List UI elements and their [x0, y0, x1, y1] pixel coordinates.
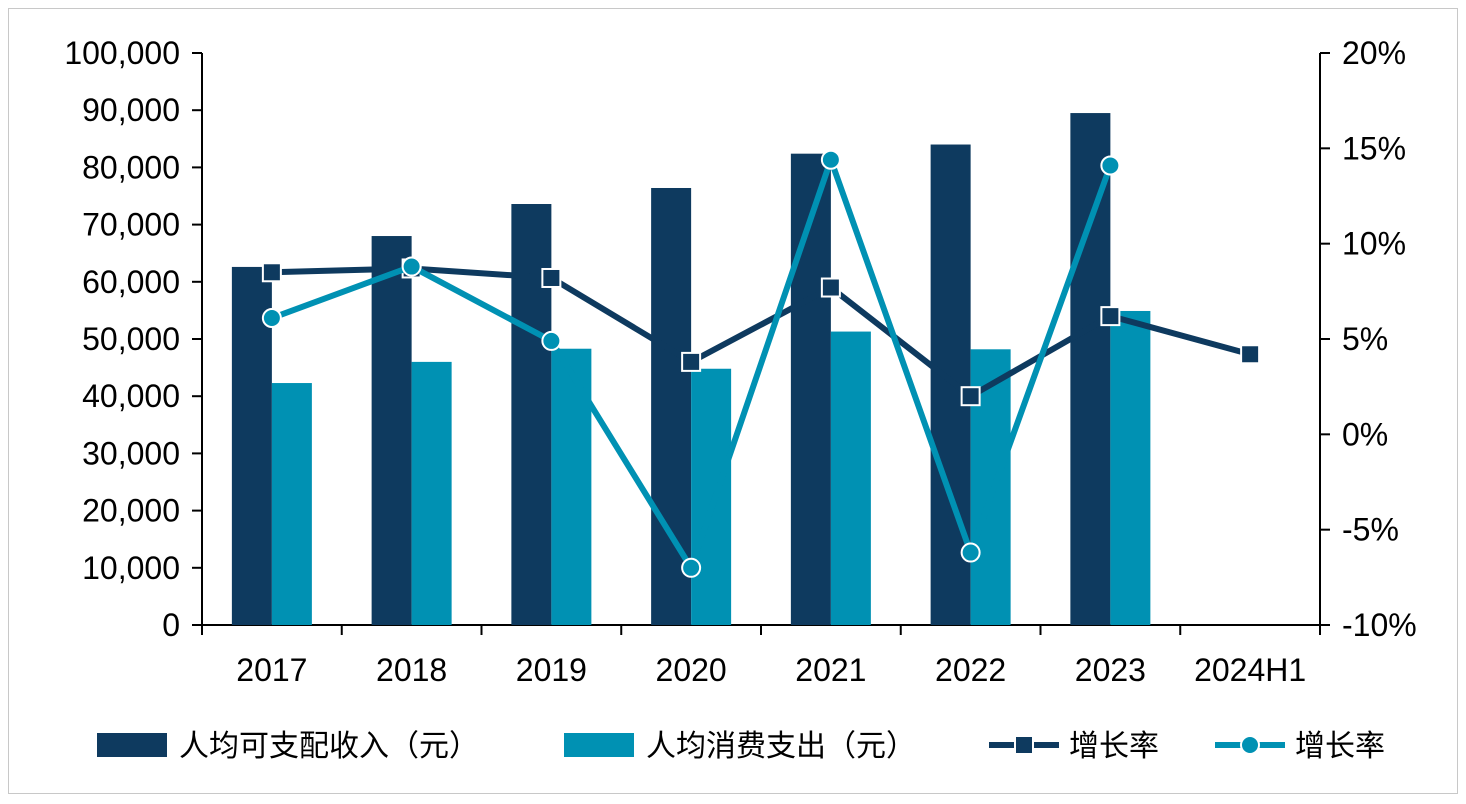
income-growth-point [261, 262, 282, 283]
income-bar [231, 266, 272, 625]
left-y-tick-label: 40,000 [82, 378, 180, 414]
spending-growth-point [1100, 155, 1121, 176]
left-y-tick-label: 70,000 [82, 207, 180, 243]
legend-label: 增长率 [1069, 729, 1159, 764]
left-y-tick-label: 0 [162, 607, 180, 643]
legend-circle-marker [1240, 735, 1260, 755]
x-tick-label: 2017 [236, 652, 307, 688]
income-growth-point [681, 351, 702, 372]
left-y-tick-label: 30,000 [82, 435, 180, 471]
right-y-tick-label: -10% [1342, 607, 1417, 643]
spending-bar [411, 361, 452, 625]
income-growth-point [960, 386, 981, 407]
chart-frame: 0 10,000 20,000 30,000 40,000 50,000 60,000 70,… [8, 8, 1458, 794]
income-growth-point [1100, 306, 1121, 327]
spending-growth-point [960, 542, 981, 563]
left-y-tick-label: 90,000 [82, 92, 180, 128]
right-y-tick-label: 0% [1342, 416, 1388, 452]
spending-growth-point [820, 149, 841, 170]
income-growth-point [1240, 344, 1261, 365]
spending-bar [551, 348, 592, 625]
x-tick-label: 2022 [935, 652, 1006, 688]
left-y-tick-label: 10,000 [82, 550, 180, 586]
right-y-tick-label: 15% [1342, 130, 1406, 166]
legend-spending-swatch [564, 733, 634, 757]
right-y-tick-label: 10% [1342, 226, 1406, 262]
left-y-tick-label: 80,000 [82, 149, 180, 185]
spending-growth-point [401, 256, 422, 277]
left-y-tick-label: 100,000 [64, 35, 180, 71]
spending-bar [1110, 310, 1151, 625]
income-bar [930, 144, 971, 625]
income-bar [790, 153, 831, 625]
legend-square-marker [1014, 735, 1034, 755]
right-y-tick-label: 5% [1342, 321, 1388, 357]
spending-bar [830, 331, 871, 625]
left-y-tick-label: 20,000 [82, 493, 180, 529]
spending-growth-point [541, 330, 562, 351]
x-tick-label: 2019 [516, 652, 587, 688]
legend-label: 人均消费支出（元） [646, 729, 916, 764]
income-bar [371, 236, 412, 626]
left-y-tick-label: 60,000 [82, 264, 180, 300]
income-bar [511, 204, 552, 625]
left-y-tick-label: 50,000 [82, 321, 180, 357]
spending-growth-point [681, 557, 702, 578]
right-y-tick-label: 20% [1342, 35, 1406, 71]
x-tick-label: 2020 [656, 652, 727, 688]
income-growth-line [271, 265, 1251, 400]
combo-chart: 0 10,000 20,000 30,000 40,000 50,000 60,000 70,… [64, 35, 1417, 764]
income-growth-point [820, 277, 841, 298]
legend-label: 增长率 [1295, 729, 1385, 764]
income-bar [1070, 113, 1111, 625]
x-tick-label: 2023 [1075, 652, 1146, 688]
legend-label: 人均可支配收入（元） [179, 729, 479, 764]
spending-bar [691, 368, 732, 625]
spending-growth-point [261, 308, 282, 329]
right-y-tick-label: -5% [1342, 512, 1399, 548]
x-tick-label: 2024H1 [1194, 652, 1306, 688]
x-tick-label: 2021 [795, 652, 866, 688]
x-tick-label: 2018 [376, 652, 447, 688]
spending-bar [271, 383, 312, 625]
income-growth-point [541, 267, 562, 288]
legend-income-swatch [97, 733, 167, 757]
